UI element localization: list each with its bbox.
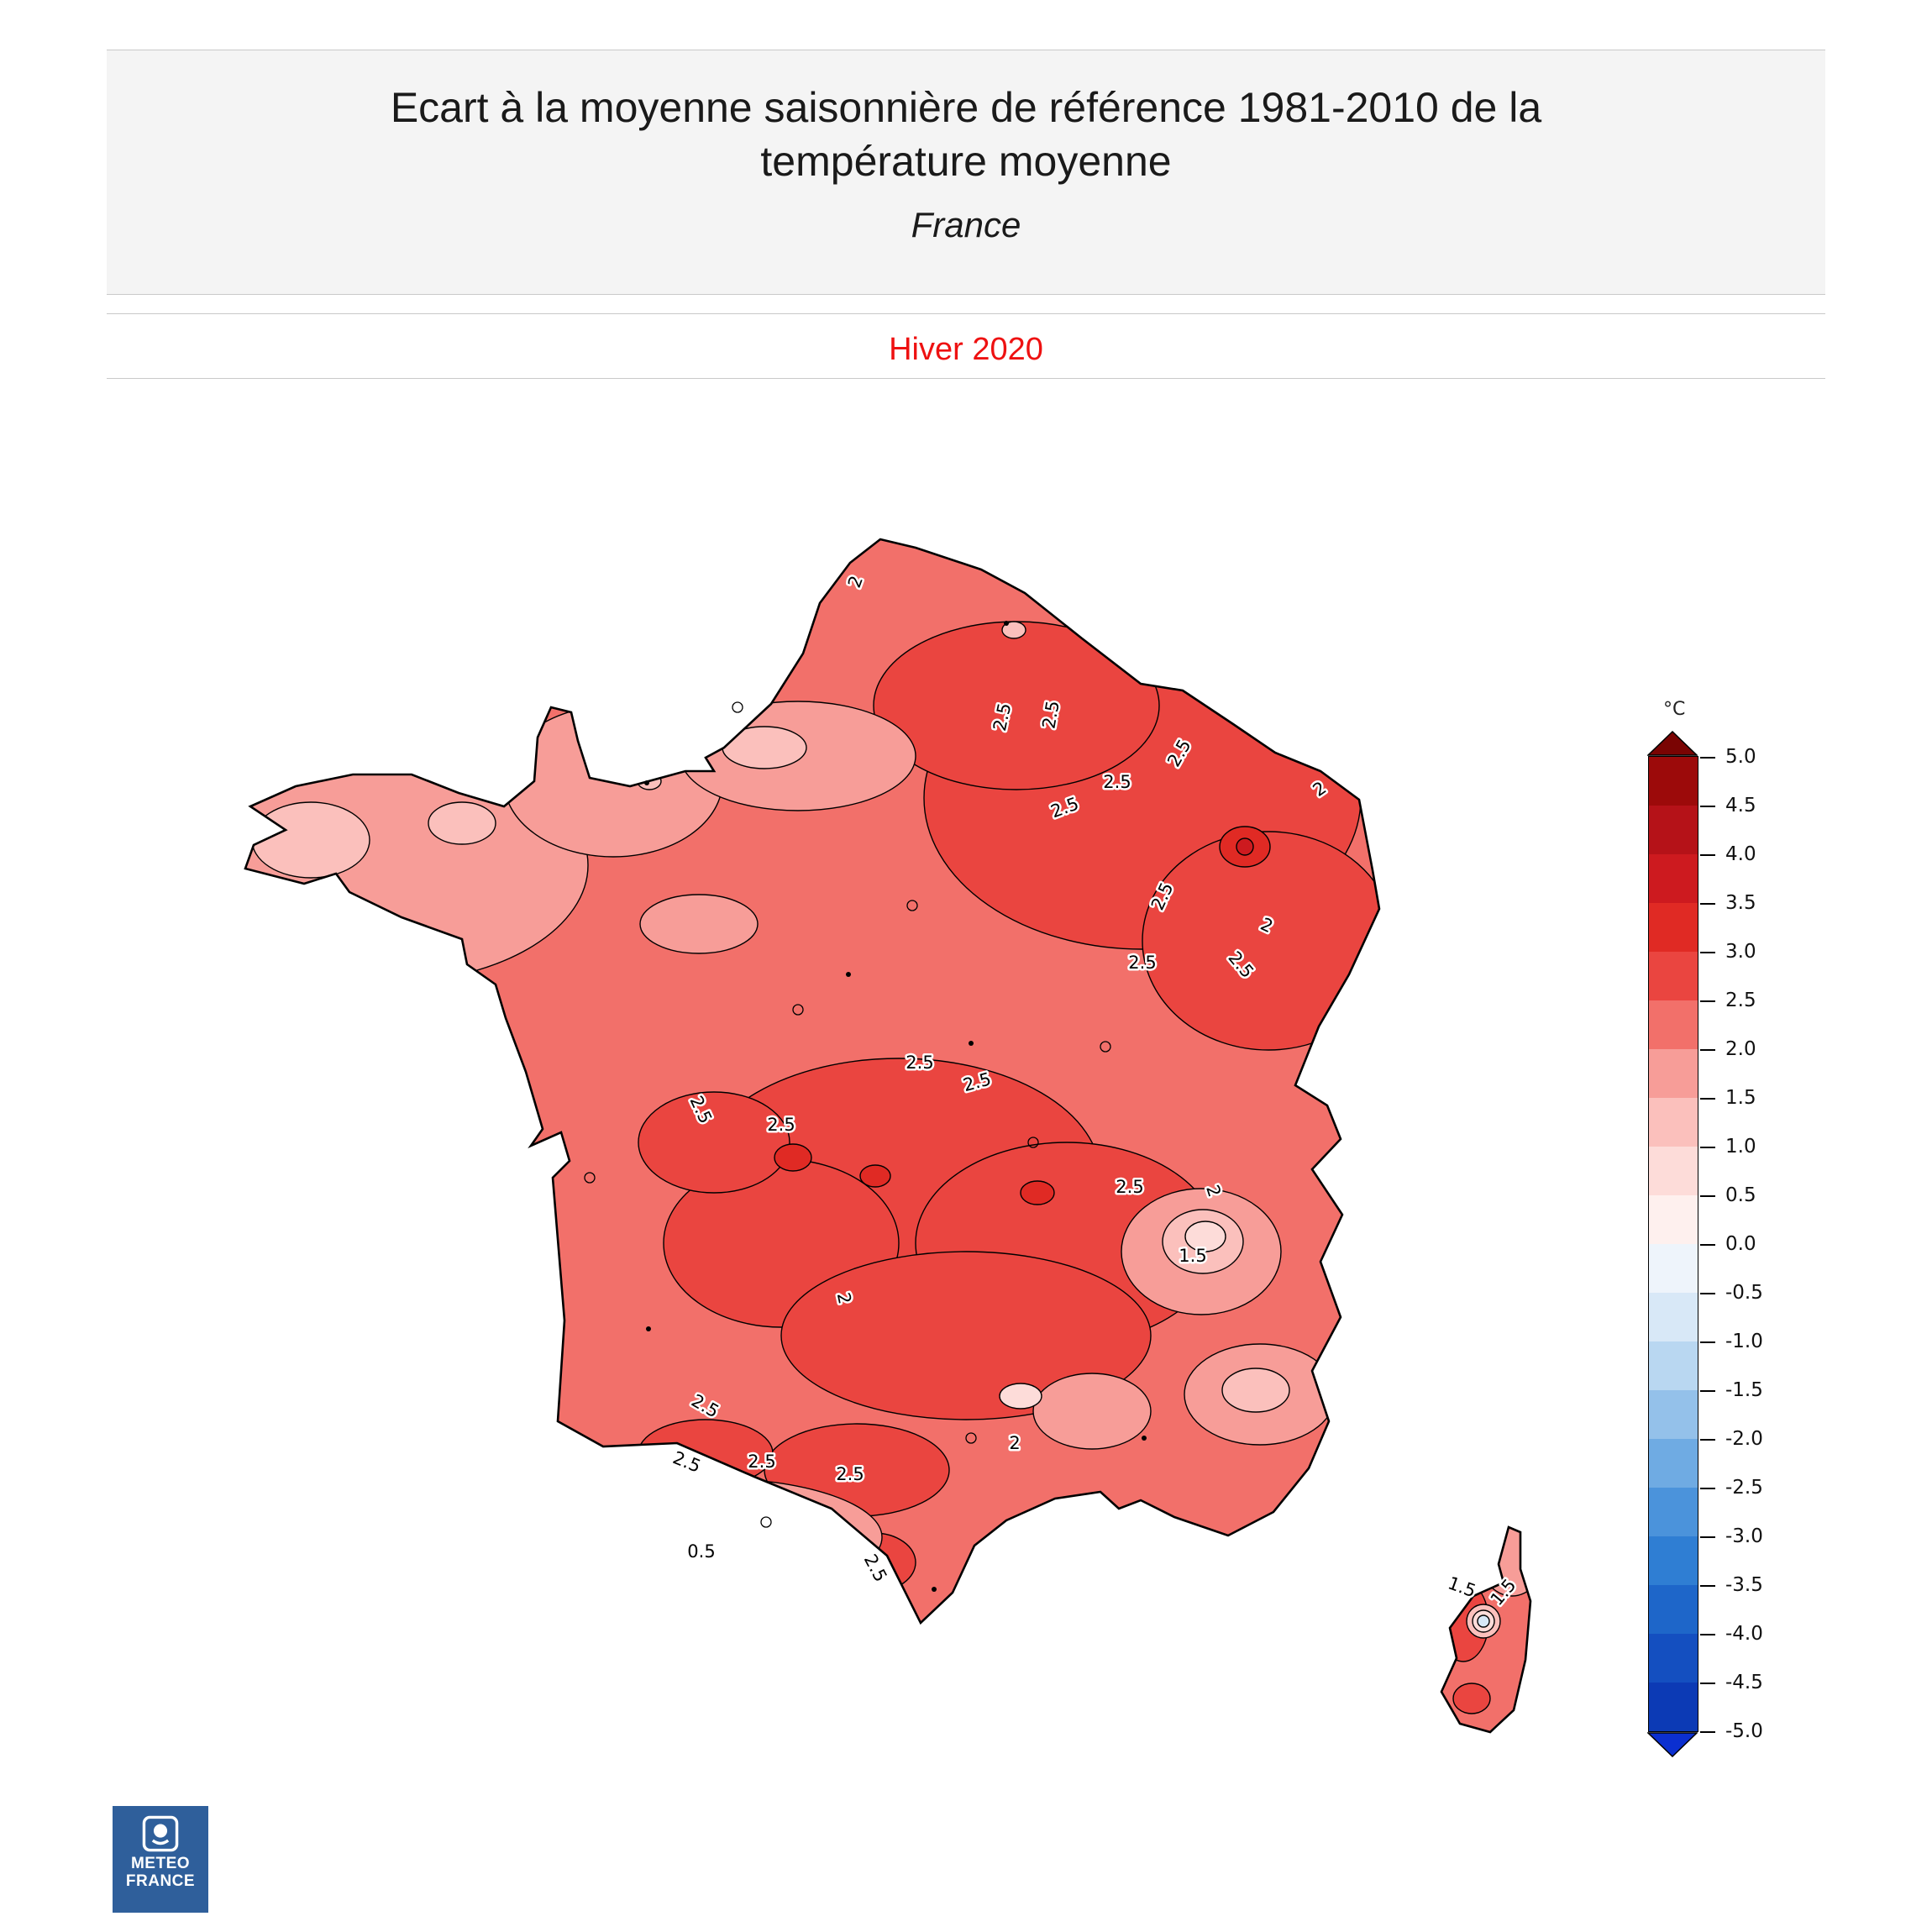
contour-label: 2.5 — [906, 1053, 933, 1073]
colorbar-unit-label: °C — [1663, 699, 1686, 720]
colorbar-top-arrow — [1647, 731, 1698, 756]
colorbar-bottom-arrow — [1647, 1732, 1698, 1757]
divider-line-bottom — [107, 378, 1825, 379]
colorbar-tick-label: -3.0 — [1700, 1525, 1763, 1547]
contour-label: 2.5 — [767, 1115, 795, 1135]
colorbar-tick-label: 0.5 — [1700, 1184, 1756, 1206]
season-label: Hiver 2020 — [889, 332, 1043, 367]
colorbar-segment — [1649, 806, 1698, 854]
contour-label: 2.5 — [1128, 953, 1156, 973]
colorbar-tick-label: -3.5 — [1700, 1574, 1763, 1596]
colorbar-segment — [1649, 1000, 1698, 1049]
logo-text-line-2: FRANCE — [125, 1872, 196, 1890]
colorbar-tick-label: 4.0 — [1700, 843, 1756, 865]
contour-label: 2.5 — [836, 1464, 864, 1484]
colorbar-segment — [1649, 1390, 1698, 1439]
colorbar-tick-label: 2.0 — [1700, 1038, 1756, 1060]
logo-text-line-1: METEO — [130, 1855, 191, 1872]
contour-label: 2.5 — [748, 1452, 775, 1472]
colorbar-segment — [1649, 1439, 1698, 1488]
colorbar-segment — [1649, 952, 1698, 1000]
colorbar-segment — [1649, 1244, 1698, 1293]
contour-label: 2.5 — [1103, 772, 1131, 792]
page-title: Ecart à la moyenne saisonnière de référe… — [107, 81, 1825, 188]
contour-label: 2.5 — [1116, 1177, 1143, 1197]
colorbar-segment — [1649, 854, 1698, 903]
colorbar-segment — [1649, 757, 1698, 806]
colorbar-tick-label: 3.5 — [1700, 892, 1756, 914]
colorbar-segment — [1649, 1683, 1698, 1731]
title-line-1: Ecart à la moyenne saisonnière de référe… — [390, 84, 1542, 131]
colorbar-tick-label: -1.0 — [1700, 1331, 1763, 1352]
colorbar-tick-label: -4.5 — [1700, 1672, 1763, 1693]
colorbar-tick-label: -1.5 — [1700, 1379, 1763, 1401]
warm-anomaly-contours — [638, 621, 1379, 1593]
colorbar-segment — [1649, 1634, 1698, 1683]
colorbar-tick-label: 1.0 — [1700, 1136, 1756, 1158]
colorbar-segment — [1649, 903, 1698, 952]
meteo-france-logo: METEO FRANCE — [113, 1806, 208, 1913]
colorbar-tick-label: -2.0 — [1700, 1428, 1763, 1450]
colorbar-tick-label: -2.5 — [1700, 1477, 1763, 1499]
colorbar-tick-label: 1.5 — [1700, 1087, 1756, 1109]
colorbar-segment — [1649, 1098, 1698, 1147]
divider-line-top — [107, 313, 1825, 314]
corsica-outline — [1440, 1525, 1532, 1734]
colorbar-tick-label: 4.5 — [1700, 795, 1756, 816]
france-outline — [244, 538, 1381, 1625]
mainland-anomaly-fill — [245, 539, 1379, 1623]
colorbar-segment — [1649, 1488, 1698, 1536]
colorbar-tick-label: 3.0 — [1700, 941, 1756, 963]
colorbar-segment — [1649, 1341, 1698, 1390]
colorbar-segment — [1649, 1195, 1698, 1244]
contour-label: 2 — [1009, 1433, 1020, 1453]
header-band: Ecart à la moyenne saisonnière de référe… — [107, 50, 1825, 295]
colorbar-tick-label: -0.5 — [1700, 1282, 1763, 1304]
colorbar: °C 5.0 4.5 4.0 3.5 3.0 2.5 2.0 1.5 1.0 0… — [1638, 697, 1840, 1789]
colorbar-segment — [1649, 1049, 1698, 1098]
colorbar-tick-label: 2.5 — [1700, 990, 1756, 1011]
colorbar-tick-label: 5.0 — [1700, 746, 1756, 768]
colorbar-tick-label: -5.0 — [1700, 1720, 1763, 1742]
colorbar-tick-label: 0.0 — [1700, 1233, 1756, 1255]
contour-label: 1.5 — [1179, 1246, 1206, 1266]
colorbar-segment — [1649, 1536, 1698, 1585]
title-line-2: température moyenne — [760, 138, 1172, 185]
colorbar-scale — [1648, 756, 1698, 1732]
france-anomaly-map: 2 2.5 2.5 2.5 2.5 2.5 2 2.5 2 2.5 2.5 2.… — [244, 538, 1532, 1734]
colorbar-segment — [1649, 1585, 1698, 1634]
contour-label: 0.5 — [687, 1541, 715, 1562]
contour-label: 2.5 — [1038, 699, 1063, 730]
region-subtitle: France — [911, 205, 1021, 244]
point-markers — [584, 621, 1147, 1592]
colorbar-segment — [1649, 1293, 1698, 1341]
meteo-france-logo-icon — [142, 1815, 179, 1852]
colorbar-segment — [1649, 1147, 1698, 1195]
colorbar-tick-label: -4.0 — [1700, 1623, 1763, 1645]
